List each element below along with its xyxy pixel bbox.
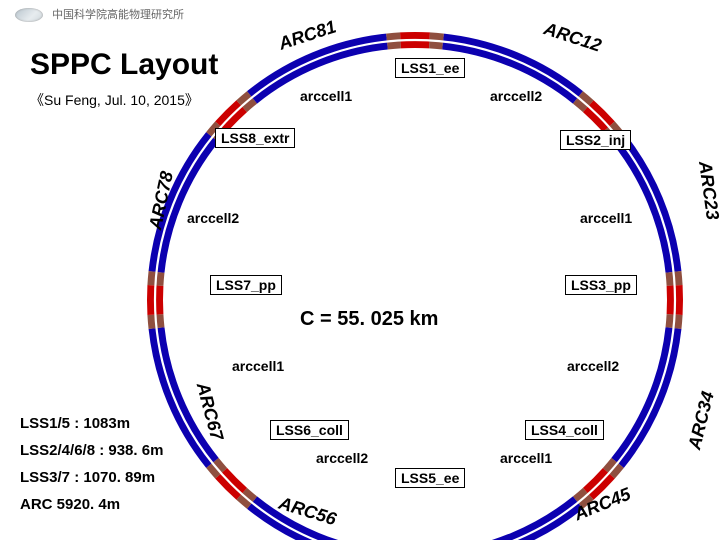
lss-label-3: LSS3_pp (565, 275, 637, 295)
arccell-label-3b: arccell2 (567, 358, 619, 374)
arccell-label-6a: arccell1 (232, 358, 284, 374)
lss-label-5: LSS5_ee (395, 468, 465, 488)
legend-line-1: LSS1/5 : 1083m (20, 410, 163, 437)
arccell-label-4b: arccell1 (500, 450, 552, 466)
lss-label-6: LSS6_coll (270, 420, 349, 440)
arccell-label-8a: arccell1 (300, 88, 352, 104)
legend-line-2: LSS2/4/6/8 : 938. 6m (20, 437, 163, 464)
lss-label-4: LSS4_coll (525, 420, 604, 440)
lss-label-1: LSS1_ee (395, 58, 465, 78)
arccell-label-1b: arccell2 (490, 88, 542, 104)
lss-label-8: LSS8_extr (215, 128, 295, 148)
arccell-label-7a: arccell2 (187, 210, 239, 226)
legend-line-3: LSS3/7 : 1070. 89m (20, 464, 163, 491)
arccell-label-2b: arccell1 (580, 210, 632, 226)
arccell-label-5a: arccell2 (316, 450, 368, 466)
lss-label-2: LSS2_inj (560, 130, 631, 150)
legend-block: LSS1/5 : 1083m LSS2/4/6/8 : 938. 6m LSS3… (20, 410, 163, 518)
legend-line-4: ARC 5920. 4m (20, 491, 163, 518)
circumference-text: C = 55. 025 km (300, 308, 438, 331)
lss-label-7: LSS7_pp (210, 275, 282, 295)
